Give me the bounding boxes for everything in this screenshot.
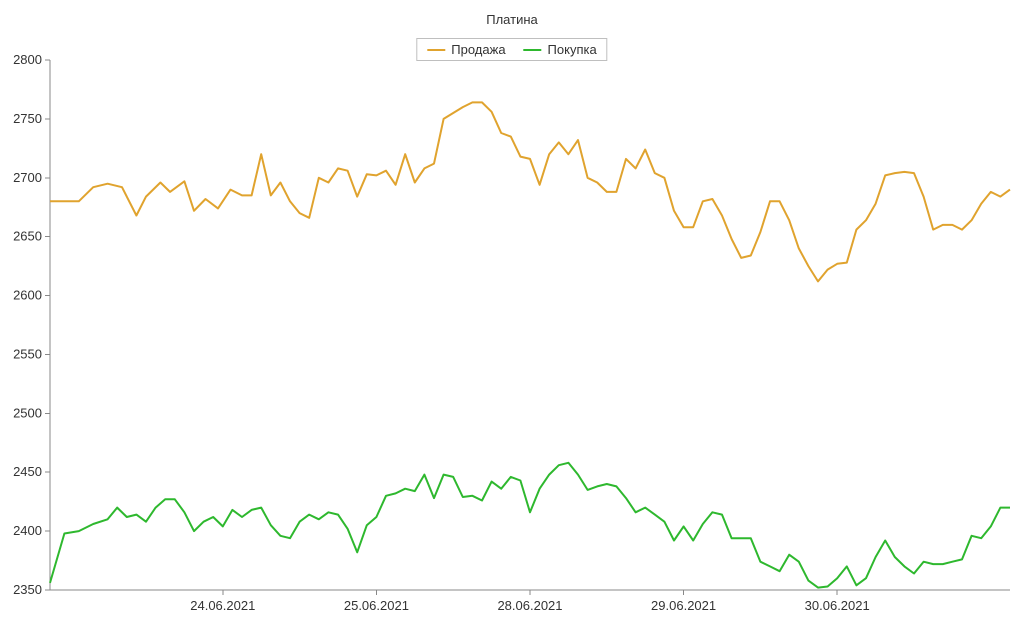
svg-text:30.06.2021: 30.06.2021 <box>805 598 870 613</box>
legend-item-buy: Покупка <box>524 42 597 57</box>
chart-container: Платина Продажа Покупка 2350 2400 2450 2500… <box>0 0 1024 640</box>
legend-swatch-sell <box>427 49 445 51</box>
svg-text:24.06.2021: 24.06.2021 <box>190 598 255 613</box>
svg-text:28.06.2021: 28.06.2021 <box>497 598 562 613</box>
svg-text:2350: 2350 <box>13 582 42 597</box>
legend-label-buy: Покупка <box>548 42 597 57</box>
svg-text:2550: 2550 <box>13 346 42 361</box>
legend-label-sell: Продажа <box>451 42 505 57</box>
legend-item-sell: Продажа <box>427 42 505 57</box>
svg-text:2400: 2400 <box>13 523 42 538</box>
legend-swatch-buy <box>524 49 542 51</box>
chart-svg: 2350 2400 2450 2500 2550 2600 2650 2700 2750 2800… <box>0 0 1024 640</box>
svg-text:2650: 2650 <box>13 229 42 244</box>
svg-text:2600: 2600 <box>13 288 42 303</box>
legend: Продажа Покупка <box>416 38 607 61</box>
svg-text:2500: 2500 <box>13 405 42 420</box>
svg-text:2450: 2450 <box>13 464 42 479</box>
svg-text:25.06.2021: 25.06.2021 <box>344 598 409 613</box>
svg-text:2750: 2750 <box>13 111 42 126</box>
svg-text:29.06.2021: 29.06.2021 <box>651 598 716 613</box>
svg-text:2800: 2800 <box>13 52 42 67</box>
chart-title: Платина <box>0 12 1024 27</box>
svg-text:2700: 2700 <box>13 170 42 185</box>
